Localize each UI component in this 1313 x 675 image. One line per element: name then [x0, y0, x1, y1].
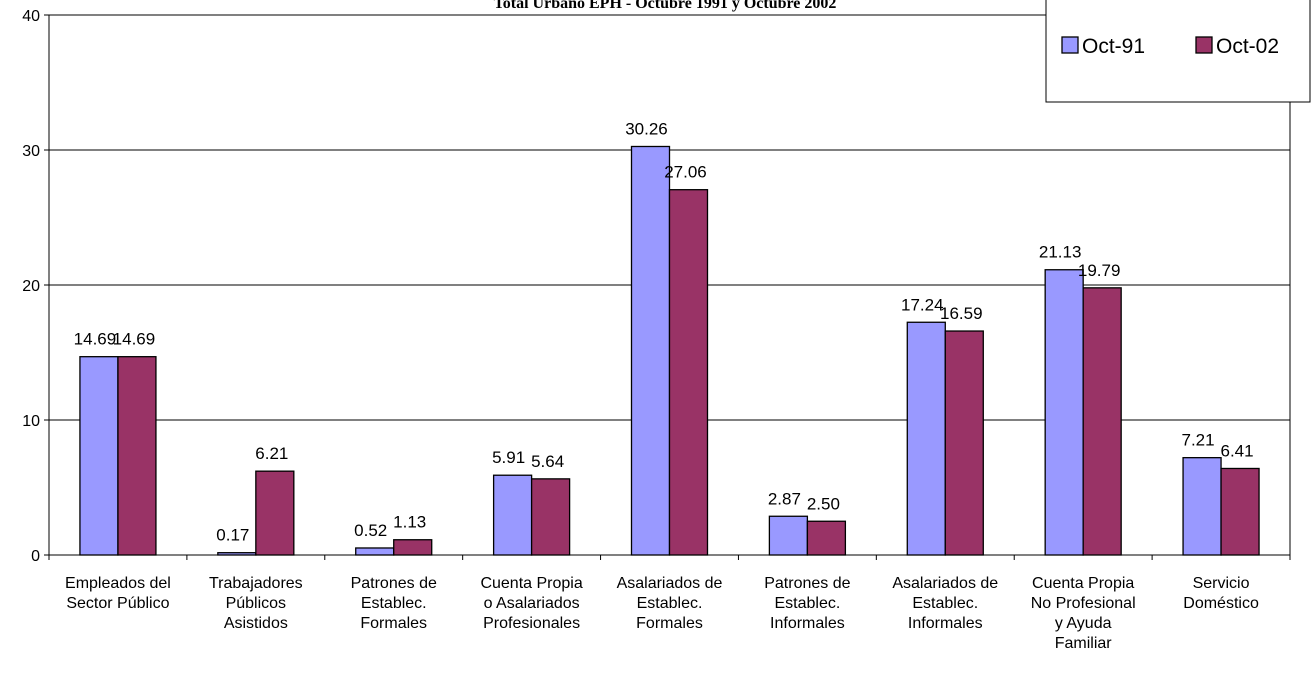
data-label: 17.24: [901, 295, 944, 314]
bar-oct-91-5: [768, 515, 809, 556]
category-label-line: Establec.: [912, 595, 978, 612]
y-tick-label: 40: [22, 8, 40, 25]
category-label-line: Doméstico: [1183, 595, 1259, 612]
category-label: Patrones de Establec. Informales: [764, 575, 850, 632]
category-label: Servicio Doméstico: [1183, 575, 1259, 612]
category-label-line: Cuenta Propia: [1032, 575, 1134, 592]
bar-oct-91-4: [630, 145, 671, 556]
bar-oct-02-6: [944, 330, 984, 556]
category-label-line: Informales: [770, 615, 845, 632]
bar-oct-02-7: [1082, 287, 1122, 556]
data-label: 27.06: [664, 163, 707, 182]
bar-oct-91-3: [492, 474, 533, 556]
category-label: Cuenta Propia o Asalariados Profesionales: [480, 575, 582, 632]
chart-title: Total Urbano EPH - Octubre 1991 y Octubr…: [494, 0, 837, 12]
bar-oct-91-2: [355, 547, 395, 556]
category-label: Empleados del Sector Público: [65, 575, 171, 612]
category-label-line: Formales: [360, 615, 427, 632]
category-label-line: Públicos: [226, 595, 286, 612]
legend-label-oct-91: Oct-91: [1082, 35, 1145, 58]
data-label: 5.91: [492, 448, 525, 467]
category-label-line: Asalariados de: [892, 575, 998, 592]
category-label-line: Establec.: [637, 595, 703, 612]
category-label-line: No Profesional: [1031, 595, 1136, 612]
category-label-line: Asistidos: [224, 615, 288, 632]
bar-oct-91-1: [217, 552, 257, 556]
category-label-line: Asalariados de: [617, 575, 723, 592]
category-label-line: y Ayuda: [1055, 615, 1112, 632]
category-label-line: Informales: [908, 615, 983, 632]
y-tick-label: 0: [31, 548, 40, 565]
data-label: 6.41: [1221, 441, 1254, 460]
bar-oct-02-0: [117, 356, 157, 556]
data-label: 1.13: [393, 513, 426, 532]
category-label-line: Profesionales: [483, 615, 580, 632]
bar-oct-91-6: [906, 321, 946, 556]
bar-oct-91-8: [1182, 457, 1222, 556]
category-label-line: Familiar: [1055, 635, 1113, 652]
category-label: Asalariados de Establec. Informales: [892, 575, 998, 632]
bar-oct-02-4: [668, 189, 709, 556]
legend-box: [1045, 0, 1311, 103]
category-label-line: Patrones de: [764, 575, 850, 592]
data-label: 30.26: [625, 119, 668, 138]
legend-label-oct-02: Oct-02: [1216, 35, 1279, 58]
legend-swatch-oct-91: [1061, 36, 1079, 54]
category-labels: Empleados del Sector Público Trabajadores P…: [65, 575, 1259, 652]
data-label: 7.21: [1182, 431, 1215, 450]
bar-oct-02-8: [1220, 467, 1260, 556]
category-label-line: Formales: [636, 615, 703, 632]
data-label: 2.50: [807, 494, 840, 513]
bar-oct-91-7: [1044, 269, 1084, 556]
y-tick-label: 10: [22, 413, 40, 430]
bars: [79, 145, 1260, 556]
category-label-line: Servicio: [1193, 575, 1250, 592]
data-label: 0.17: [216, 526, 249, 545]
bar-oct-02-2: [393, 539, 433, 556]
category-label-line: Trabajadores: [209, 575, 303, 592]
data-label: 14.69: [74, 330, 117, 349]
bar-oct-02-1: [255, 470, 295, 556]
y-tick-label: 20: [22, 278, 40, 295]
data-label: 2.87: [768, 489, 801, 508]
category-label-line: Cuenta Propia: [480, 575, 582, 592]
category-label: Cuenta Propia No Profesional y Ayuda Famili…: [1031, 575, 1136, 652]
category-label-line: Establec.: [361, 595, 427, 612]
category-label: Patrones de Establec. Formales: [351, 575, 437, 632]
category-label-line: Sector Público: [66, 595, 169, 612]
category-label: Asalariados de Establec. Formales: [617, 575, 723, 632]
category-label-line: Establec.: [774, 595, 840, 612]
data-label: 5.64: [531, 452, 564, 471]
data-label: 21.13: [1039, 243, 1082, 262]
bar-oct-02-5: [806, 520, 847, 556]
category-label: Trabajadores Públicos Asistidos: [209, 575, 303, 632]
data-label: 6.21: [255, 444, 288, 463]
category-label-line: Empleados del: [65, 575, 171, 592]
bar-oct-02-3: [530, 478, 571, 556]
data-label: 16.59: [940, 304, 983, 323]
legend: Oct-91 Oct-02: [1045, 0, 1311, 103]
data-label: 19.79: [1078, 261, 1121, 280]
category-label-line: o Asalariados: [484, 595, 580, 612]
legend-swatch-oct-02: [1195, 36, 1213, 54]
y-tick-label: 30: [22, 143, 40, 160]
category-label-line: Patrones de: [351, 575, 437, 592]
data-label: 14.69: [113, 330, 156, 349]
bar-oct-91-0: [79, 356, 119, 556]
data-label: 0.52: [354, 521, 387, 540]
